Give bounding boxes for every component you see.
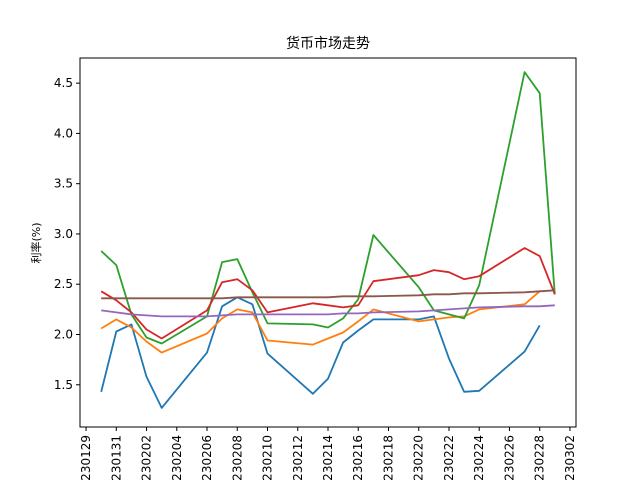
x-tick-label: 230210 [261, 435, 275, 480]
x-tick-label: 230220 [412, 435, 426, 480]
y-axis-label: 利率(%) [29, 222, 43, 263]
y-tick-label: 3.5 [54, 177, 73, 191]
x-tick-label: 230208 [230, 435, 244, 480]
x-tick-label: 230204 [170, 435, 184, 480]
x-tick-label: 230302 [563, 435, 577, 480]
y-tick-label: 4.5 [54, 76, 73, 90]
series-line-6 [101, 289, 555, 300]
x-tick-label: 230218 [381, 435, 395, 480]
series-line-5 [101, 304, 555, 318]
y-tick-label: 2.5 [54, 277, 73, 291]
x-tick-label: 230226 [502, 435, 516, 480]
x-tick-label: 230228 [533, 435, 547, 480]
x-tick-label: 230202 [140, 435, 154, 480]
x-tick-label: 230216 [351, 435, 365, 480]
series-line-4 [100, 247, 556, 340]
x-tick-label: 230206 [200, 435, 214, 480]
y-tick-label: 2.0 [54, 327, 73, 341]
y-tick-label: 1.5 [54, 378, 73, 392]
y-tick-label: 4.0 [54, 126, 73, 140]
x-tick-label: 230224 [472, 435, 486, 480]
y-tick-label: 3.0 [54, 227, 73, 241]
x-tick-label: 230222 [442, 435, 456, 480]
x-tick-label: 230214 [321, 435, 335, 480]
chart-title: 货币市场走势 [286, 35, 370, 52]
y-axis: 1.5 2.0 2.5 3.0 3.5 4.0 4.5 [54, 76, 80, 392]
x-tick-label: 230212 [291, 435, 305, 480]
x-tick-label: 230131 [109, 435, 123, 480]
x-tick-label: 230129 [79, 435, 93, 480]
series-line-1 [100, 296, 541, 409]
x-axis: 230129 230131 230202 230204 230206 230208 2302… [79, 427, 577, 480]
series-layer [100, 71, 556, 409]
